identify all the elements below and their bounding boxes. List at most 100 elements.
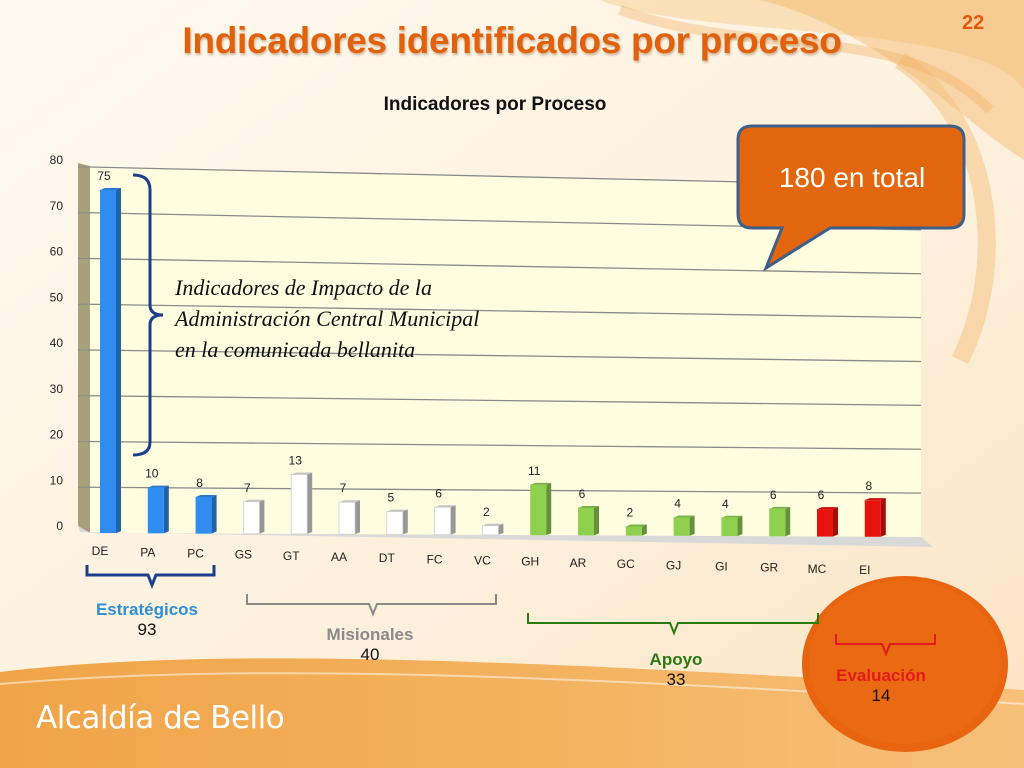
- group-total: 40: [360, 645, 380, 664]
- group-total: 33: [666, 670, 686, 689]
- bar-side: [785, 506, 791, 537]
- bar: [625, 526, 642, 536]
- y-tick-label: 80: [50, 153, 64, 167]
- bar-side: [450, 505, 456, 535]
- y-tick-label: 60: [50, 245, 64, 259]
- bar-top: [434, 505, 456, 508]
- group-name: Apoyo: [649, 650, 703, 669]
- bar: [481, 525, 499, 536]
- annotation-line: en la comunicada bellanita: [175, 337, 416, 362]
- data-label: 2: [483, 505, 490, 519]
- group-estrategicos: Estratégicos 93: [82, 600, 212, 640]
- data-label: 6: [579, 487, 586, 501]
- bar-top: [100, 187, 121, 190]
- bar: [338, 501, 356, 535]
- bar-top: [578, 505, 599, 508]
- x-tick-label: GC: [617, 557, 635, 571]
- bar: [769, 508, 786, 537]
- chart-side-wall: [78, 163, 90, 533]
- group-total: 14: [871, 686, 891, 705]
- data-label: 8: [196, 476, 203, 490]
- annotation-line: Administración Central Municipal: [175, 306, 480, 331]
- bar-top: [195, 494, 217, 497]
- bar-side: [594, 505, 599, 536]
- annotation-text: Indicadores de Impacto de la Administrac…: [175, 272, 555, 365]
- data-label: 2: [626, 505, 633, 519]
- data-label: 7: [244, 481, 251, 495]
- bar-side: [307, 472, 313, 535]
- bar-top: [673, 515, 695, 518]
- data-label: 75: [97, 169, 111, 183]
- group-misionales: Misionales 40: [305, 625, 435, 665]
- bar-side: [641, 524, 647, 536]
- bar-top: [243, 499, 265, 502]
- gridline: [89, 349, 922, 363]
- slide-number: 22: [962, 12, 985, 34]
- y-tick-label: 70: [50, 199, 64, 213]
- data-label: 11: [528, 464, 541, 478]
- bar-side: [737, 515, 743, 537]
- bar: [578, 507, 594, 536]
- data-label: 4: [674, 497, 681, 511]
- gridline: [89, 395, 922, 407]
- bar-top: [864, 498, 886, 501]
- brace-misionales: [246, 594, 497, 617]
- bar: [673, 517, 690, 536]
- data-label: 6: [435, 486, 442, 500]
- group-apoyo: Apoyo 33: [611, 650, 741, 690]
- x-tick-label: AA: [331, 550, 347, 564]
- brace-estrategicos: [85, 565, 216, 590]
- bar-top: [721, 515, 743, 518]
- data-label: 6: [770, 488, 777, 502]
- x-tick-label: GJ: [666, 558, 681, 572]
- bar: [817, 509, 833, 537]
- bar-top: [482, 523, 504, 526]
- x-tick-label: VC: [474, 554, 491, 568]
- gridline: [89, 486, 922, 494]
- group-name: Evaluación: [836, 666, 926, 685]
- chart-title: Indicadores por Proceso: [383, 94, 607, 115]
- data-label: 13: [289, 454, 303, 468]
- bar-top: [625, 524, 647, 527]
- bar: [242, 501, 260, 535]
- bar: [290, 474, 308, 535]
- y-tick-label: 0: [56, 519, 63, 533]
- brace-evaluacion: [835, 634, 936, 657]
- bar: [864, 500, 881, 537]
- annotation-line: Indicadores de Impacto de la: [175, 275, 433, 300]
- x-tick-label: DE: [92, 544, 109, 558]
- bar-side: [355, 500, 360, 535]
- x-tick-label: DT: [379, 551, 396, 565]
- gridline: [89, 440, 922, 450]
- x-tick-label: GR: [760, 561, 778, 575]
- bar-top: [386, 509, 408, 512]
- bar-side: [116, 187, 121, 534]
- bar-top: [769, 506, 791, 509]
- x-tick-label: FC: [427, 552, 443, 566]
- x-tick-label: PC: [187, 546, 204, 560]
- x-tick-label: EI: [859, 563, 870, 577]
- x-tick-label: GI: [715, 559, 728, 573]
- bar-side: [546, 482, 552, 536]
- callout-text: 180 en total: [778, 162, 926, 193]
- slide-title: Indicadores identificados por proceso: [182, 20, 842, 61]
- bar: [195, 496, 212, 534]
- data-label: 5: [387, 491, 394, 505]
- data-label: 8: [865, 479, 872, 493]
- gridline: [89, 303, 922, 319]
- bar: [434, 506, 452, 536]
- data-label: 7: [340, 481, 347, 495]
- bar-side: [211, 494, 217, 534]
- chart-floor: [78, 526, 933, 547]
- brace-apoyo: [527, 613, 819, 636]
- gridline: [89, 257, 922, 275]
- bar-top: [339, 500, 360, 503]
- bar-side: [163, 485, 169, 534]
- bar-side: [880, 498, 886, 537]
- group-name: Estratégicos: [95, 600, 199, 619]
